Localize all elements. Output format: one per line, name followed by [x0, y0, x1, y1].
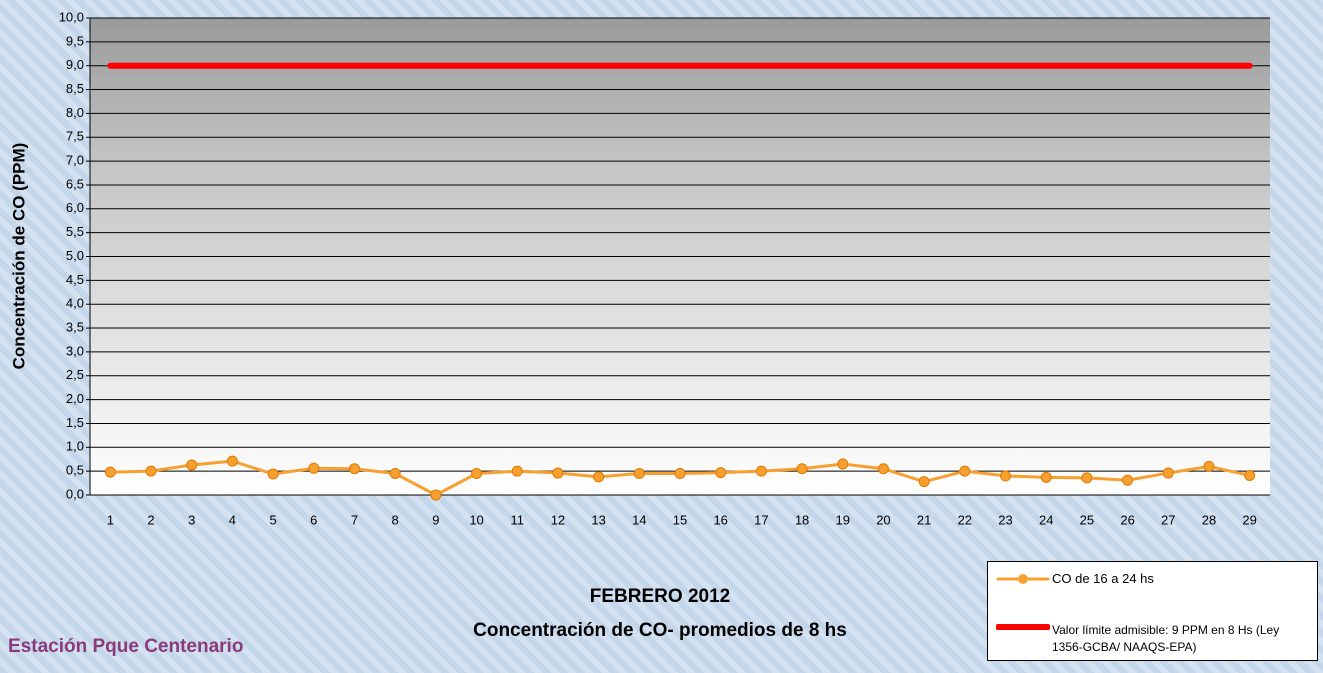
marker	[838, 459, 848, 469]
marker	[472, 469, 482, 479]
marker	[1163, 468, 1173, 478]
marker	[594, 472, 604, 482]
marker	[675, 469, 685, 479]
y-tick-label: 6,0	[66, 200, 84, 215]
y-tick-label: 1,5	[66, 415, 84, 430]
marker	[553, 468, 563, 478]
legend-marker	[1018, 574, 1028, 584]
x-tick-label: 7	[351, 512, 358, 527]
y-tick-label: 8,0	[66, 105, 84, 120]
y-tick-label: 3,0	[66, 343, 84, 358]
x-tick-label: 3	[188, 512, 195, 527]
marker	[512, 466, 522, 476]
x-tick-label: 18	[795, 512, 809, 527]
marker	[1245, 470, 1255, 480]
y-tick-label: 5,0	[66, 248, 84, 263]
x-tick-label: 6	[310, 512, 317, 527]
x-tick-label: 28	[1202, 512, 1216, 527]
marker	[349, 464, 359, 474]
y-tick-label: 5,5	[66, 224, 84, 239]
y-tick-label: 9,5	[66, 33, 84, 48]
x-tick-label: 21	[917, 512, 931, 527]
y-tick-label: 1,0	[66, 439, 84, 454]
legend-swatch	[996, 570, 1050, 586]
x-tick-label: 15	[673, 512, 687, 527]
marker	[268, 469, 278, 479]
y-tick-label: 0,5	[66, 463, 84, 478]
x-tick-label: 29	[1242, 512, 1256, 527]
marker	[227, 456, 237, 466]
marker	[309, 463, 319, 473]
marker	[390, 469, 400, 479]
marker	[146, 466, 156, 476]
legend-item: CO de 16 a 24 hs	[996, 570, 1154, 588]
legend-label: CO de 16 a 24 hs	[1052, 570, 1154, 588]
marker	[960, 466, 970, 476]
x-tick-label: 24	[1039, 512, 1053, 527]
y-tick-label: 6,5	[66, 176, 84, 191]
marker	[797, 464, 807, 474]
x-tick-label: 27	[1161, 512, 1175, 527]
marker	[1001, 471, 1011, 481]
x-tick-label: 16	[713, 512, 727, 527]
station-label: Estación Pque Centenario	[8, 636, 243, 657]
legend-label: Valor límite admisible: 9 PPM en 8 Hs (L…	[1052, 622, 1312, 656]
marker	[1204, 461, 1214, 471]
y-tick-label: 10,0	[59, 9, 84, 24]
chart-title: FEBRERO 2012	[590, 586, 730, 607]
y-tick-label: 7,0	[66, 153, 84, 168]
legend-item: Valor límite admisible: 9 PPM en 8 Hs (L…	[996, 622, 1312, 656]
y-tick-label: 8,5	[66, 81, 84, 96]
x-tick-label: 14	[632, 512, 646, 527]
page: FEBRERO 2012 Concentración de CO- promed…	[0, 0, 1323, 673]
marker	[634, 469, 644, 479]
marker	[756, 466, 766, 476]
x-tick-label: 1	[107, 512, 114, 527]
x-tick-label: 26	[1120, 512, 1134, 527]
marker	[1082, 473, 1092, 483]
marker	[716, 468, 726, 478]
x-tick-label: 23	[998, 512, 1012, 527]
marker	[187, 460, 197, 470]
x-tick-label: 20	[876, 512, 890, 527]
chart-subtitle: Concentración de CO- promedios de 8 hs	[473, 620, 847, 641]
y-tick-label: 7,5	[66, 129, 84, 144]
x-tick-label: 2	[147, 512, 154, 527]
y-tick-label: 9,0	[66, 57, 84, 72]
marker	[431, 490, 441, 500]
marker	[919, 477, 929, 487]
y-axis-title: Concentración de CO (PPM)	[9, 143, 28, 370]
x-tick-label: 25	[1080, 512, 1094, 527]
marker	[105, 467, 115, 477]
x-tick-label: 11	[510, 512, 524, 527]
x-tick-label: 19	[836, 512, 850, 527]
legend-swatch	[996, 622, 1050, 638]
marker	[1041, 472, 1051, 482]
y-tick-label: 2,0	[66, 391, 84, 406]
y-tick-label: 0,0	[66, 486, 84, 501]
x-tick-label: 5	[269, 512, 276, 527]
y-tick-label: 3,5	[66, 319, 84, 334]
x-tick-label: 4	[229, 512, 236, 527]
x-tick-label: 17	[754, 512, 768, 527]
x-tick-label: 9	[432, 512, 439, 527]
x-tick-label: 8	[392, 512, 399, 527]
x-tick-label: 13	[591, 512, 605, 527]
x-tick-label: 10	[469, 512, 483, 527]
legend: CO de 16 a 24 hs Valor límite admisible: …	[987, 561, 1318, 661]
x-tick-label: 22	[958, 512, 972, 527]
y-tick-label: 4,5	[66, 272, 84, 287]
marker	[1123, 475, 1133, 485]
x-tick-label: 12	[551, 512, 565, 527]
y-tick-label: 2,5	[66, 367, 84, 382]
marker	[878, 464, 888, 474]
y-tick-label: 4,0	[66, 296, 84, 311]
